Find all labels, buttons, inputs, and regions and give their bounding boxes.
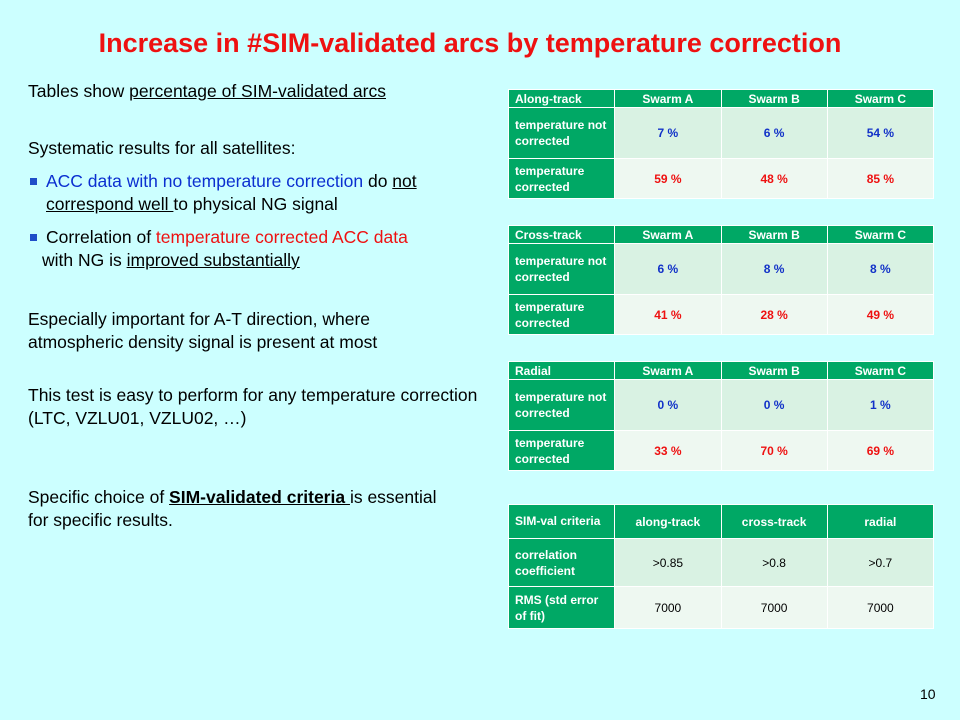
table-cell: 1 % xyxy=(826,379,935,431)
table-cell: 7 % xyxy=(614,107,722,159)
systematic-results-line: Systematic results for all satellites: xyxy=(28,138,296,158)
table-header-cell: cross-track xyxy=(720,504,828,539)
criteria-note: Specific choice of SIM-validated criteri… xyxy=(28,487,437,530)
table-cell: 28 % xyxy=(720,294,828,335)
table-cell: 0 % xyxy=(614,379,722,431)
test-note: This test is easy to perform for any tem… xyxy=(28,385,478,428)
bullet-correction: Correlation of temperature corrected ACC… xyxy=(28,226,498,272)
table-cell: 85 % xyxy=(826,158,935,199)
table-header-cell: Cross-track xyxy=(507,225,616,244)
table-header-cell: Swarm C xyxy=(826,225,935,244)
table-cell: 70 % xyxy=(720,430,828,471)
table-cell: 6 % xyxy=(614,243,722,295)
table-cell: 7000 xyxy=(826,586,935,629)
slide-body: Tables show percentage of SIM-validated … xyxy=(28,80,498,532)
table-cell: 6 % xyxy=(720,107,828,159)
row-label: temperature not corrected xyxy=(507,107,616,159)
bullet-square-icon xyxy=(30,178,37,185)
table-header-cell: Radial xyxy=(507,361,616,380)
table-header-cell: Swarm A xyxy=(614,89,722,108)
row-label: temperature corrected xyxy=(507,294,616,335)
table-header-cell: Swarm A xyxy=(614,361,722,380)
table-cell: 49 % xyxy=(826,294,935,335)
intro-line: Tables show percentage of SIM-validated … xyxy=(28,81,386,101)
sim-val-criteria-table: SIM-val criteria along-track cross-track… xyxy=(507,504,935,629)
table-cell: 7000 xyxy=(614,586,722,629)
table-header-cell: radial xyxy=(826,504,935,539)
importance-note: Especially important for A-T direction, … xyxy=(28,309,378,352)
along-track-table: Along-track Swarm A Swarm B Swarm C temp… xyxy=(507,89,935,199)
table-cell: 8 % xyxy=(826,243,935,295)
table-cell: >0.8 xyxy=(720,538,828,587)
page-number: 10 xyxy=(920,686,936,702)
row-label: temperature not corrected xyxy=(507,379,616,431)
table-header-cell: along-track xyxy=(614,504,722,539)
table-cell: 0 % xyxy=(720,379,828,431)
table-cell: 8 % xyxy=(720,243,828,295)
table-cell: >0.7 xyxy=(826,538,935,587)
table-header-cell: Swarm C xyxy=(826,361,935,380)
radial-table: Radial Swarm A Swarm B Swarm C temperatu… xyxy=(507,361,935,471)
table-cell: 41 % xyxy=(614,294,722,335)
table-cell: 7000 xyxy=(720,586,828,629)
table-cell: 59 % xyxy=(614,158,722,199)
table-cell: 48 % xyxy=(720,158,828,199)
cross-track-table: Cross-track Swarm A Swarm B Swarm C temp… xyxy=(507,225,935,335)
table-header-cell: Along-track xyxy=(507,89,616,108)
table-cell: 54 % xyxy=(826,107,935,159)
bullet-no-correction: ACC data with no temperature correction … xyxy=(28,170,498,216)
slide-title: Increase in #SIM-validated arcs by tempe… xyxy=(98,28,842,58)
table-cell: >0.85 xyxy=(614,538,722,587)
row-label: RMS (std error of fit) xyxy=(507,586,616,629)
table-header-cell: Swarm A xyxy=(614,225,722,244)
table-header-cell: Swarm B xyxy=(720,361,828,380)
table-header-cell: SIM-val criteria xyxy=(507,504,616,539)
row-label: temperature corrected xyxy=(507,430,616,471)
table-cell: 33 % xyxy=(614,430,722,471)
table-cell: 69 % xyxy=(826,430,935,471)
row-label: temperature not corrected xyxy=(507,243,616,295)
row-label: temperature corrected xyxy=(507,158,616,199)
table-header-cell: Swarm C xyxy=(826,89,935,108)
row-label: correlation coefficient xyxy=(507,538,616,587)
bullet-square-icon xyxy=(30,234,37,241)
table-header-cell: Swarm B xyxy=(720,225,828,244)
table-header-cell: Swarm B xyxy=(720,89,828,108)
